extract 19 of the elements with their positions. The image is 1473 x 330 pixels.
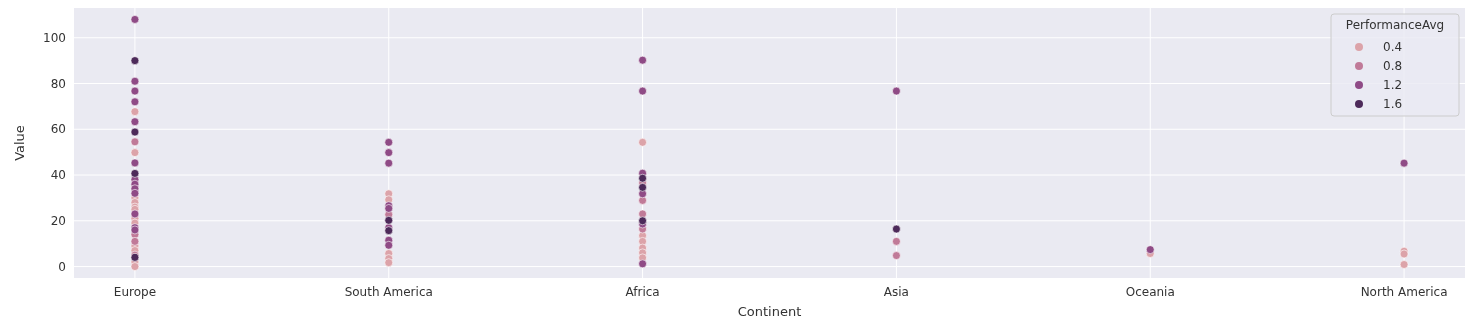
legend-label: 0.4 (1383, 40, 1403, 55)
x-tick-label: South America (344, 285, 433, 299)
y-tick-label: 80 (50, 76, 66, 91)
legend-label: 1.6 (1383, 97, 1403, 112)
x-axis-title: Continent (737, 304, 802, 319)
y-axis-title: Value (12, 125, 27, 161)
x-tick-label: North America (1360, 285, 1448, 299)
x-tick-label: Oceania (1125, 285, 1175, 299)
x-tick-label: Asia (883, 285, 909, 299)
x-tick-label: Europe (113, 285, 157, 299)
legend-label: 0.8 (1383, 59, 1403, 74)
y-tick-label: 20 (50, 214, 66, 228)
y-tick-label: 60 (50, 122, 66, 137)
legend-label: 1.2 (1383, 78, 1403, 93)
y-tick-label: 40 (50, 168, 66, 183)
y-tick-label: 0 (58, 259, 66, 274)
x-tick-label: Africa (625, 285, 660, 299)
y-tick-label: 100 (43, 30, 66, 45)
legend-title: PerformanceAvg (1345, 18, 1445, 32)
